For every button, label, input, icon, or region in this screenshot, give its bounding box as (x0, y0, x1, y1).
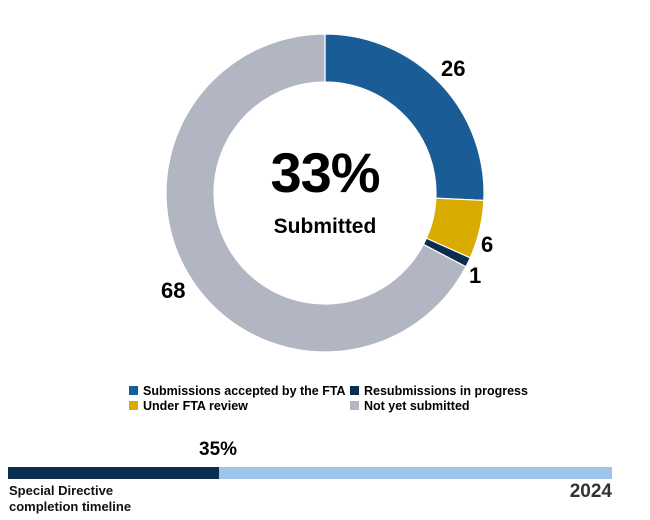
legend-item-resubmission: Resubmissions in progress (350, 384, 528, 398)
timeline-percent: 35% (199, 439, 238, 460)
legend-swatch-icon (129, 401, 138, 410)
center-percentage: 33% (270, 141, 380, 204)
timeline-label: Special Directive completion timeline (9, 483, 132, 514)
legend-item-accepted: Submissions accepted by the FTA (129, 384, 346, 398)
label-not-submitted: 68 (161, 278, 186, 303)
label-accepted: 26 (441, 56, 466, 81)
legend-swatch-icon (129, 386, 138, 395)
legend-item-not-submitted: Not yet submitted (350, 399, 470, 413)
label-resubmission: 1 (469, 263, 482, 288)
legend-swatch-icon (350, 401, 359, 410)
center-label: Submitted (273, 215, 377, 238)
legend-swatch-icon (350, 386, 359, 395)
donut-chart (165, 33, 485, 353)
timeline-year: 2024 (569, 481, 612, 502)
timeline-bar (8, 467, 612, 479)
label-review: 6 (481, 232, 494, 257)
slice-not-submitted (165, 33, 467, 353)
timeline-bar-fill (8, 467, 220, 479)
legend-item-review: Under FTA review (129, 399, 248, 413)
